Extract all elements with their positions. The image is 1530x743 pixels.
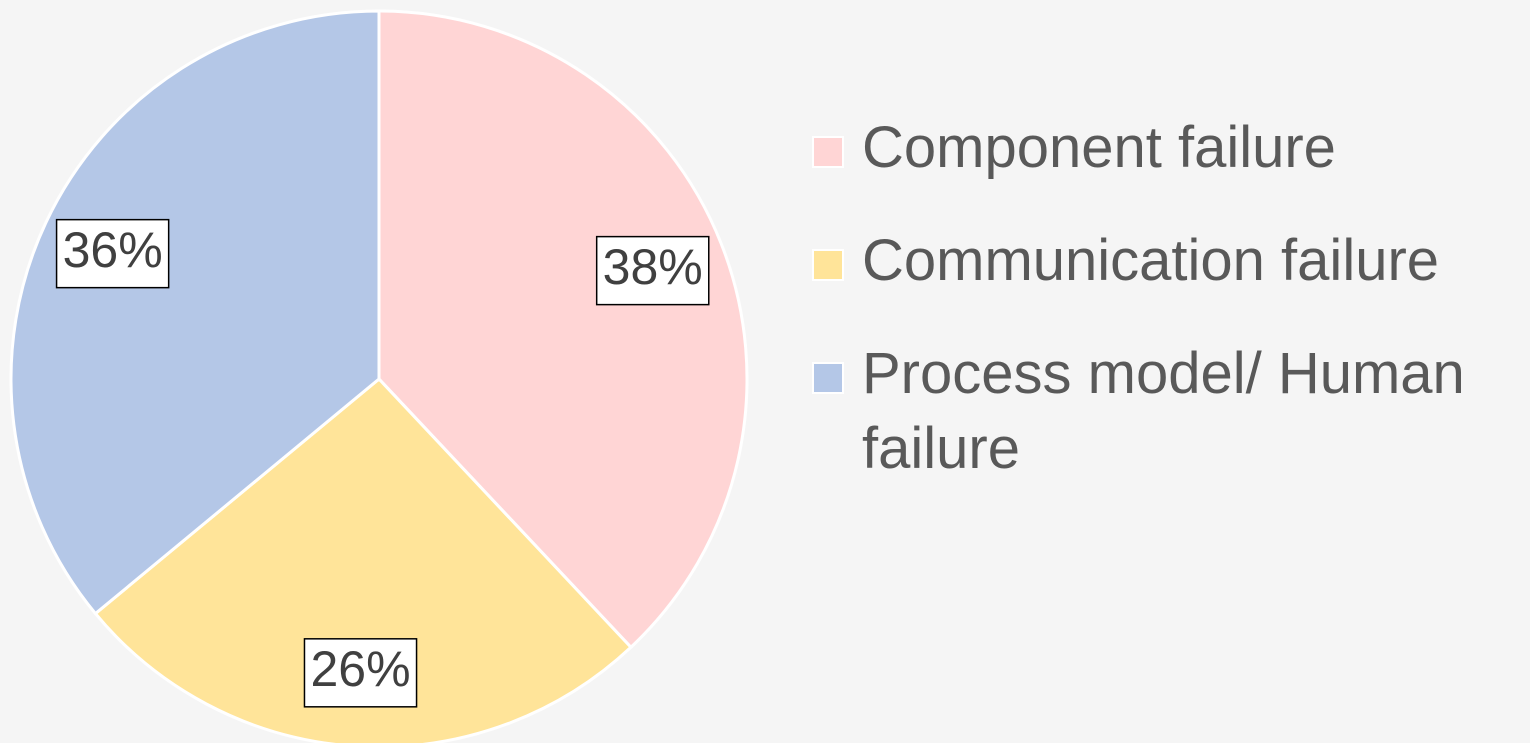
legend-swatch — [812, 136, 844, 168]
legend-item: Process model/ Human failure — [812, 336, 1522, 486]
data-label-box — [303, 638, 418, 708]
legend-label: Process model/ Human failure — [862, 341, 1465, 481]
legend-label: Communication failure — [862, 228, 1440, 293]
legend-label: Component failure — [862, 115, 1336, 180]
legend-item: Component failure — [812, 110, 1522, 185]
legend-item: Communication failure — [812, 223, 1522, 298]
data-label-box — [55, 218, 170, 289]
data-label-text: 26% — [310, 641, 410, 697]
pie-slice — [93, 376, 634, 743]
pie-slice — [377, 9, 749, 650]
pie-slice — [9, 9, 381, 616]
data-label: 26% — [303, 638, 418, 708]
data-label: 36% — [55, 218, 170, 289]
legend: Component failure Communication failure Pr… — [812, 110, 1522, 524]
legend-swatch — [812, 362, 844, 394]
data-label-text: 36% — [63, 222, 163, 278]
data-label-box — [595, 235, 710, 306]
legend-swatch — [812, 249, 844, 281]
data-label-text: 38% — [603, 239, 703, 295]
data-label: 38% — [595, 235, 710, 306]
